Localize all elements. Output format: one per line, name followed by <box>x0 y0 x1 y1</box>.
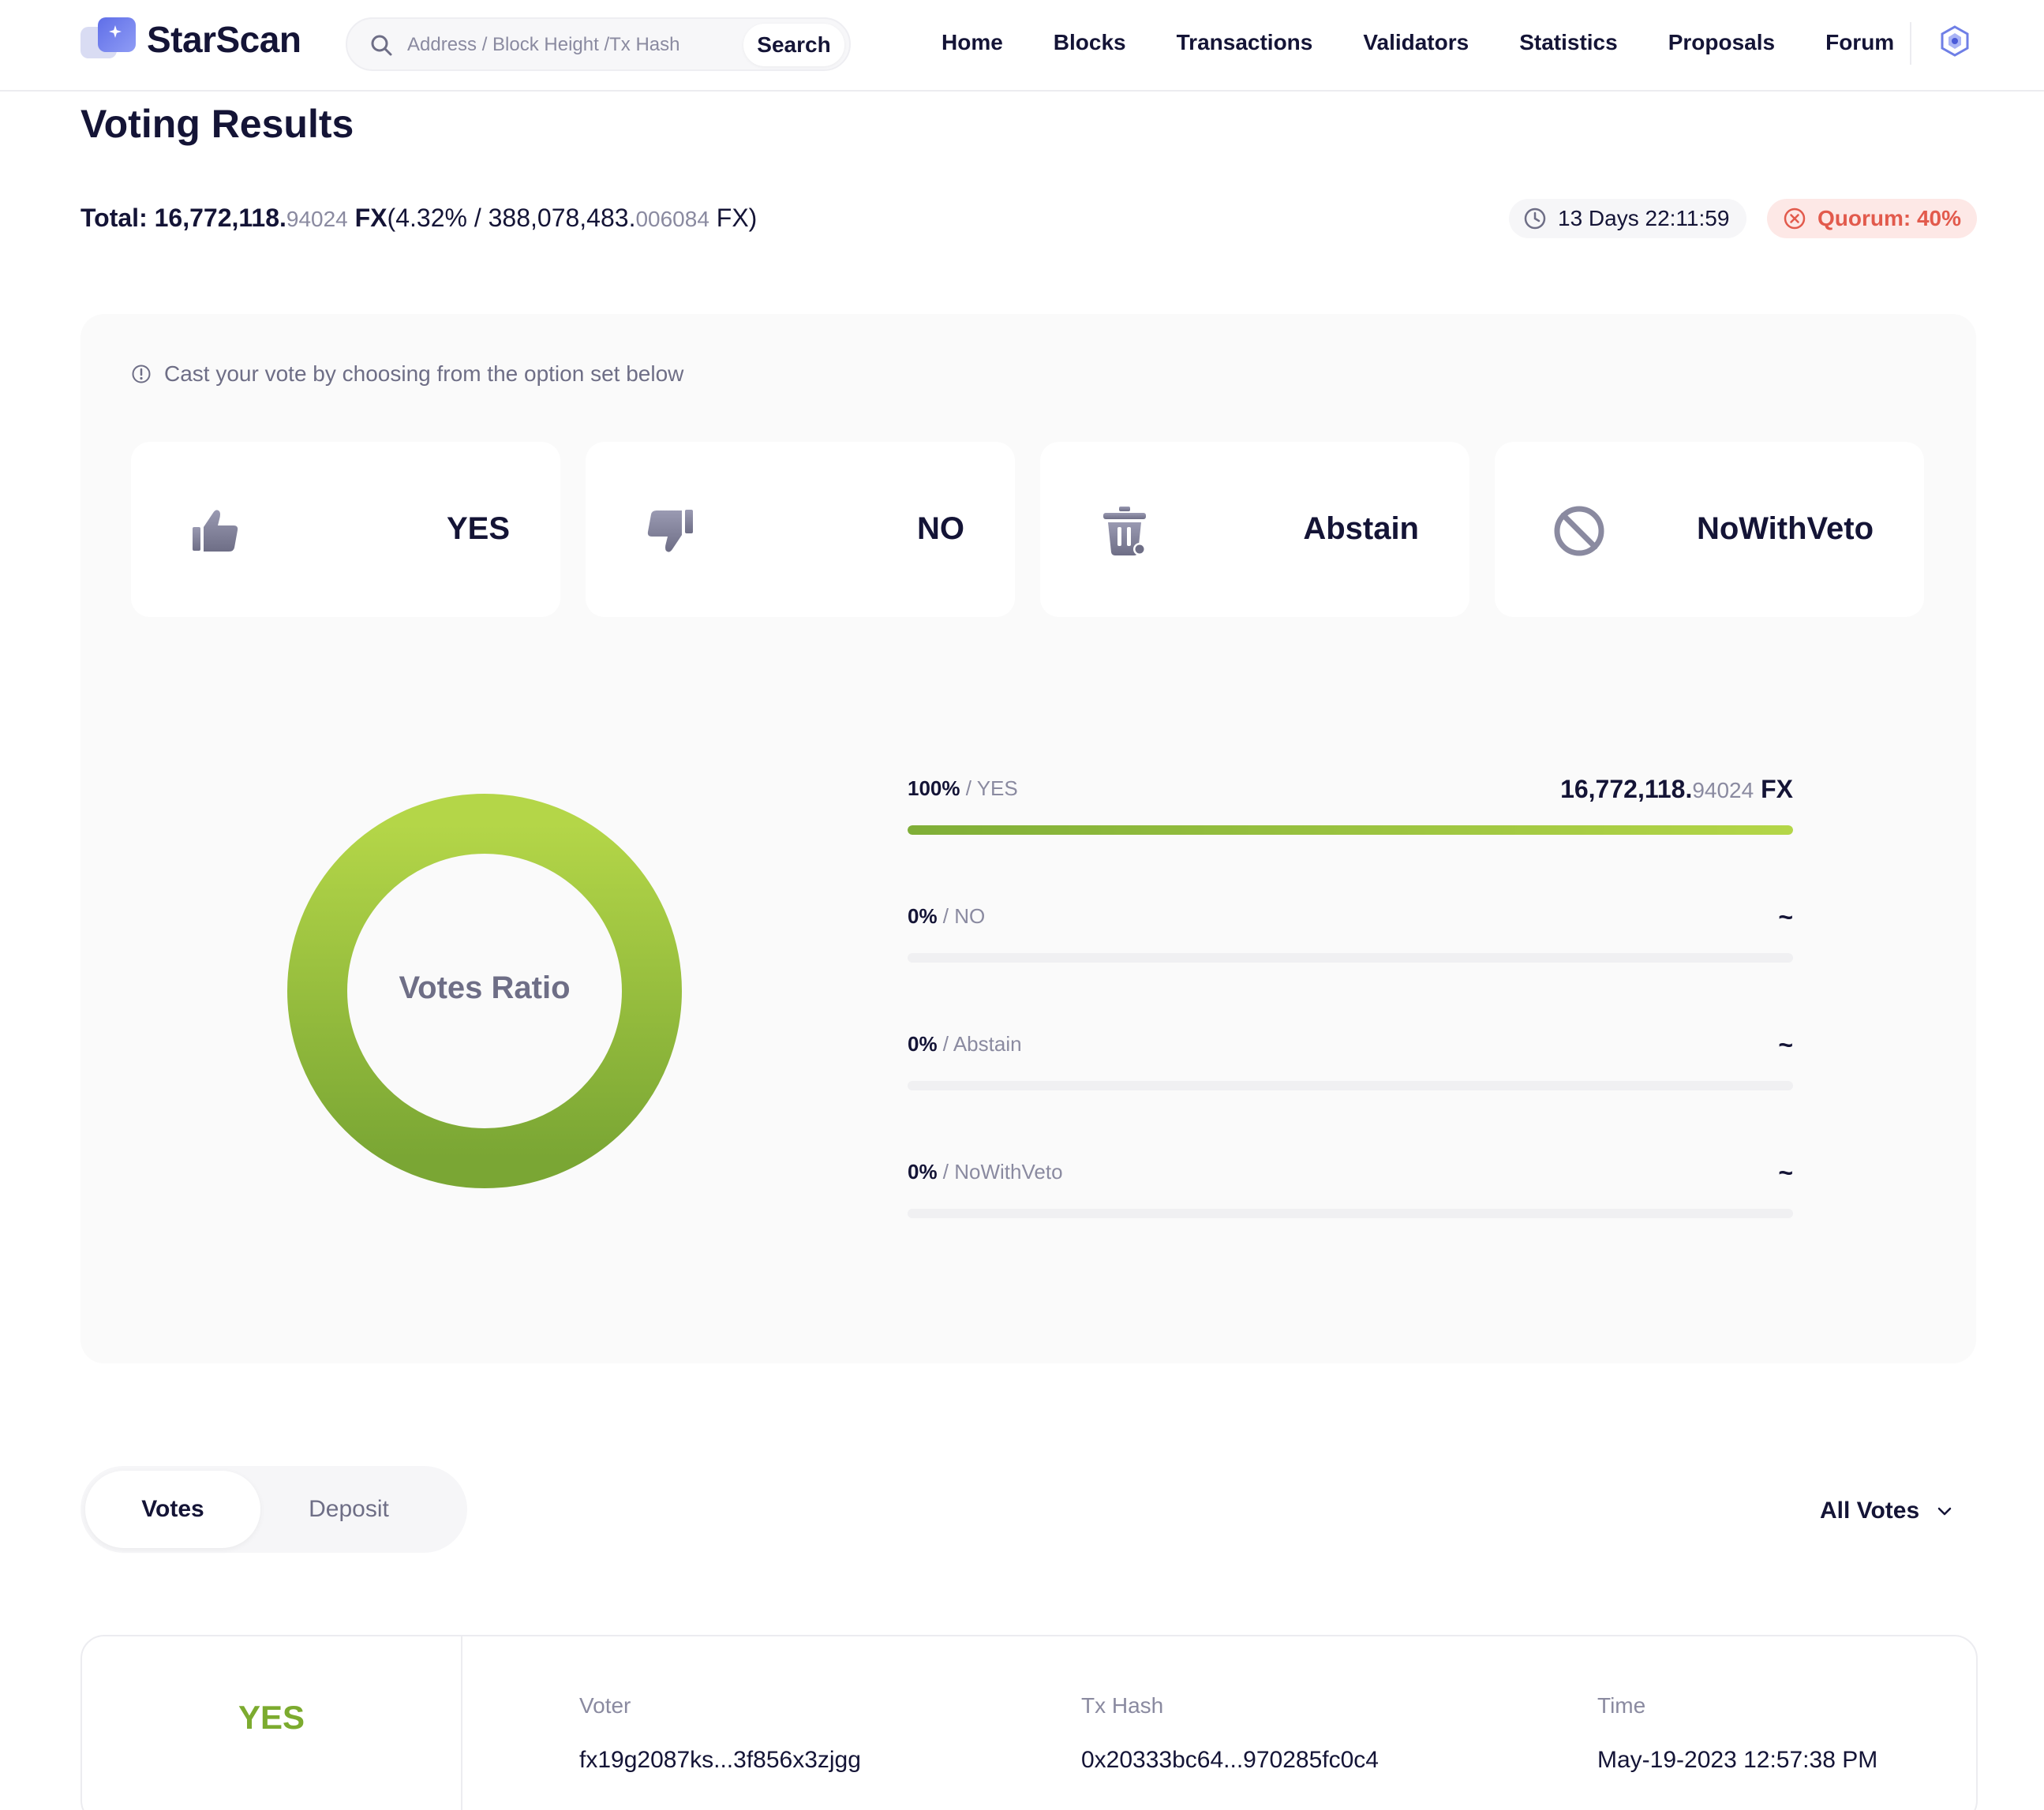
tx-hash-link[interactable]: 0x20333bc64...970285fc0c4 <box>1081 1747 1379 1773</box>
tab-votes[interactable]: Votes <box>85 1471 260 1548</box>
close-circle-icon <box>1784 208 1806 230</box>
brand-logo[interactable]: StarScan <box>80 16 301 63</box>
result-label: 0% / Abstain <box>908 1032 1022 1056</box>
result-amount: ~ <box>1778 1030 1793 1059</box>
result-bar-track <box>908 1209 1793 1218</box>
filter-label: All Votes <box>1820 1498 1920 1524</box>
time-label: Time <box>1597 1693 1646 1718</box>
result-percent: 0% <box>908 1032 938 1056</box>
search-button[interactable]: Search <box>743 24 844 66</box>
tx-hash-column: Tx Hash 0x20333bc64...970285fc0c4 <box>1081 1693 1379 1774</box>
result-amount: ~ <box>1778 1158 1793 1187</box>
quorum-badge: Quorum: 40% <box>1767 199 1978 238</box>
voter-column: Voter fx19g2087ks...3f856x3zjgg <box>579 1693 861 1774</box>
total-close: FX) <box>709 204 758 232</box>
result-option-name: NO <box>954 904 986 928</box>
result-bar-track <box>908 953 1793 963</box>
vote-option-yes[interactable]: YES <box>131 442 560 617</box>
result-amount-int: 16,772,118. <box>1560 775 1693 803</box>
result-amount-dec: 94024 <box>1692 778 1754 802</box>
thumbs-down-icon <box>647 510 693 552</box>
nav-forum[interactable]: Forum <box>1825 30 1895 54</box>
search-input[interactable] <box>407 30 723 60</box>
quorum-text: Quorum: 40% <box>1818 206 1962 230</box>
network-switch-icon[interactable] <box>1939 25 1971 57</box>
result-percent: 0% <box>908 1160 938 1184</box>
result-row-abstain: 0% / Abstain ~ <box>908 1030 1793 1127</box>
starscan-logo-icon <box>80 16 137 63</box>
total-percent: (4.32% / 388,078,483. <box>387 204 636 232</box>
option-label: NO <box>917 511 964 546</box>
nav-divider <box>1910 22 1911 65</box>
votes-deposit-tabs: Votes Deposit <box>80 1466 467 1553</box>
thumbs-up-icon <box>193 510 238 552</box>
chevron-down-icon <box>1937 1507 1952 1516</box>
result-bar-track <box>908 825 1793 835</box>
result-percent: 0% <box>908 904 938 928</box>
vote-option-no[interactable]: NO <box>586 442 1015 617</box>
prohibited-icon <box>1554 506 1604 556</box>
total-unit: FX <box>347 204 387 232</box>
tx-hash-label: Tx Hash <box>1081 1693 1164 1718</box>
option-label: Abstain <box>1303 511 1419 546</box>
vote-option-nowithveto[interactable]: NoWithVeto <box>1495 442 1924 617</box>
hint-text: Cast your vote by choosing from the opti… <box>164 361 684 386</box>
result-label: 0% / NO <box>908 904 986 928</box>
result-label: 100% / YES <box>908 776 1018 800</box>
nav-proposals[interactable]: Proposals <box>1668 30 1776 54</box>
nav-transactions[interactable]: Transactions <box>1176 30 1313 54</box>
nav-statistics[interactable]: Statistics <box>1519 30 1618 54</box>
option-label: NoWithVeto <box>1696 511 1874 546</box>
time-value: May-19-2023 12:57:38 PM <box>1597 1747 1878 1773</box>
result-row-nowithveto: 0% / NoWithVeto ~ <box>908 1158 1793 1255</box>
vote-hint: Cast your vote by choosing from the opti… <box>131 361 683 387</box>
vote-record-option: YES <box>82 1636 462 1810</box>
option-label: YES <box>446 511 510 546</box>
search-icon <box>371 35 392 56</box>
countdown-text: 13 Days 22:11:59 <box>1558 206 1730 230</box>
search-bar: Search <box>346 17 851 71</box>
nav-validators[interactable]: Validators <box>1363 30 1469 54</box>
trash-icon <box>1103 507 1146 555</box>
brand-name: StarScan <box>147 19 301 60</box>
result-row-yes: 100% / YES 16,772,118.94024 FX <box>908 775 1793 871</box>
page-title: Voting Results <box>80 102 354 146</box>
donut-center-label: Votes Ratio <box>399 970 571 1005</box>
total-amount-dec: 94024 <box>286 207 348 231</box>
result-option-name: Abstain <box>953 1032 1022 1056</box>
result-amount: 16,772,118.94024 FX <box>1560 775 1793 804</box>
result-amount: ~ <box>1778 903 1793 931</box>
total-supply-dec: 006084 <box>635 207 709 231</box>
vote-option-abstain[interactable]: Abstain <box>1040 442 1469 617</box>
total-label: Total: <box>80 204 155 232</box>
result-percent: 100% <box>908 776 960 800</box>
time-column: Time May-19-2023 12:57:38 PM <box>1597 1693 1877 1774</box>
result-bar-track <box>908 1081 1793 1090</box>
result-bar-fill <box>908 825 1793 835</box>
nav-home[interactable]: Home <box>942 30 1003 54</box>
nav-blocks[interactable]: Blocks <box>1053 30 1126 54</box>
info-icon <box>132 365 151 383</box>
tab-deposit[interactable]: Deposit <box>309 1496 389 1522</box>
voter-address-link[interactable]: fx19g2087ks...3f856x3zjgg <box>579 1747 861 1773</box>
votes-ratio-donut <box>287 794 682 1188</box>
voting-countdown: 13 Days 22:11:59 <box>1509 199 1747 238</box>
voting-total: Total: 16,772,118.94024 FX(4.32% / 388,0… <box>80 204 757 233</box>
main-nav: Home Blocks Transactions Validators Stat… <box>942 30 1945 55</box>
vote-filter-dropdown[interactable]: All Votes <box>1820 1498 1954 1524</box>
result-amount-unit: FX <box>1754 775 1793 803</box>
result-label: 0% / NoWithVeto <box>908 1160 1063 1184</box>
top-navbar: StarScan Search Home Blocks Transactions… <box>0 0 2044 92</box>
result-option-name: NoWithVeto <box>954 1160 1063 1184</box>
donut-slice-yes <box>287 794 682 1188</box>
clock-icon <box>1524 208 1546 230</box>
result-option-name: YES <box>976 776 1018 800</box>
result-row-no: 0% / NO ~ <box>908 903 1793 999</box>
voter-label: Voter <box>579 1693 631 1718</box>
total-amount-int: 16,772,118. <box>154 204 286 232</box>
vote-record: YES Voter fx19g2087ks...3f856x3zjgg Tx H… <box>80 1635 1978 1810</box>
voting-panel: Cast your vote by choosing from the opti… <box>80 314 1976 1363</box>
